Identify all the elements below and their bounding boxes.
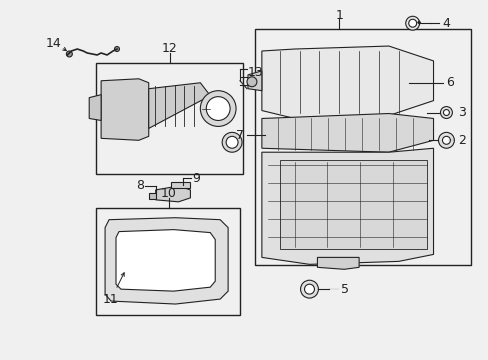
Text: 9: 9 xyxy=(192,171,200,185)
Circle shape xyxy=(443,109,448,116)
Text: 5: 5 xyxy=(341,283,348,296)
Polygon shape xyxy=(317,257,358,269)
Polygon shape xyxy=(105,218,228,304)
Text: 7: 7 xyxy=(236,129,244,142)
Circle shape xyxy=(438,132,453,148)
Circle shape xyxy=(206,96,230,121)
Text: 13: 13 xyxy=(247,66,263,79)
Circle shape xyxy=(200,91,236,126)
Circle shape xyxy=(225,136,238,148)
Text: 12: 12 xyxy=(162,41,177,54)
Polygon shape xyxy=(247,71,262,91)
Circle shape xyxy=(442,136,449,144)
Polygon shape xyxy=(155,186,190,202)
Text: 11: 11 xyxy=(103,273,124,306)
Polygon shape xyxy=(262,113,433,152)
Circle shape xyxy=(114,46,119,51)
Circle shape xyxy=(66,51,72,57)
Circle shape xyxy=(304,284,314,294)
Text: 8: 8 xyxy=(136,179,143,193)
Bar xyxy=(279,160,426,249)
Text: 2: 2 xyxy=(457,134,465,147)
Circle shape xyxy=(246,77,256,87)
Text: 6: 6 xyxy=(446,76,453,89)
Circle shape xyxy=(300,280,318,298)
Polygon shape xyxy=(262,148,433,264)
Polygon shape xyxy=(116,230,215,291)
Polygon shape xyxy=(148,83,210,129)
Bar xyxy=(96,208,240,315)
Text: 14: 14 xyxy=(45,37,61,50)
Circle shape xyxy=(222,132,242,152)
Polygon shape xyxy=(262,46,433,118)
Polygon shape xyxy=(170,182,190,188)
Bar xyxy=(254,29,470,265)
Text: 3: 3 xyxy=(457,106,465,119)
Polygon shape xyxy=(101,79,148,140)
Circle shape xyxy=(408,19,416,27)
Circle shape xyxy=(405,16,419,30)
Text: 1: 1 xyxy=(335,9,343,22)
Text: ◆: ◆ xyxy=(416,21,420,26)
Text: 10: 10 xyxy=(161,188,176,201)
Polygon shape xyxy=(89,95,101,121)
Circle shape xyxy=(440,107,451,118)
Text: 4: 4 xyxy=(442,17,449,30)
Bar xyxy=(96,63,243,174)
Polygon shape xyxy=(148,193,155,199)
